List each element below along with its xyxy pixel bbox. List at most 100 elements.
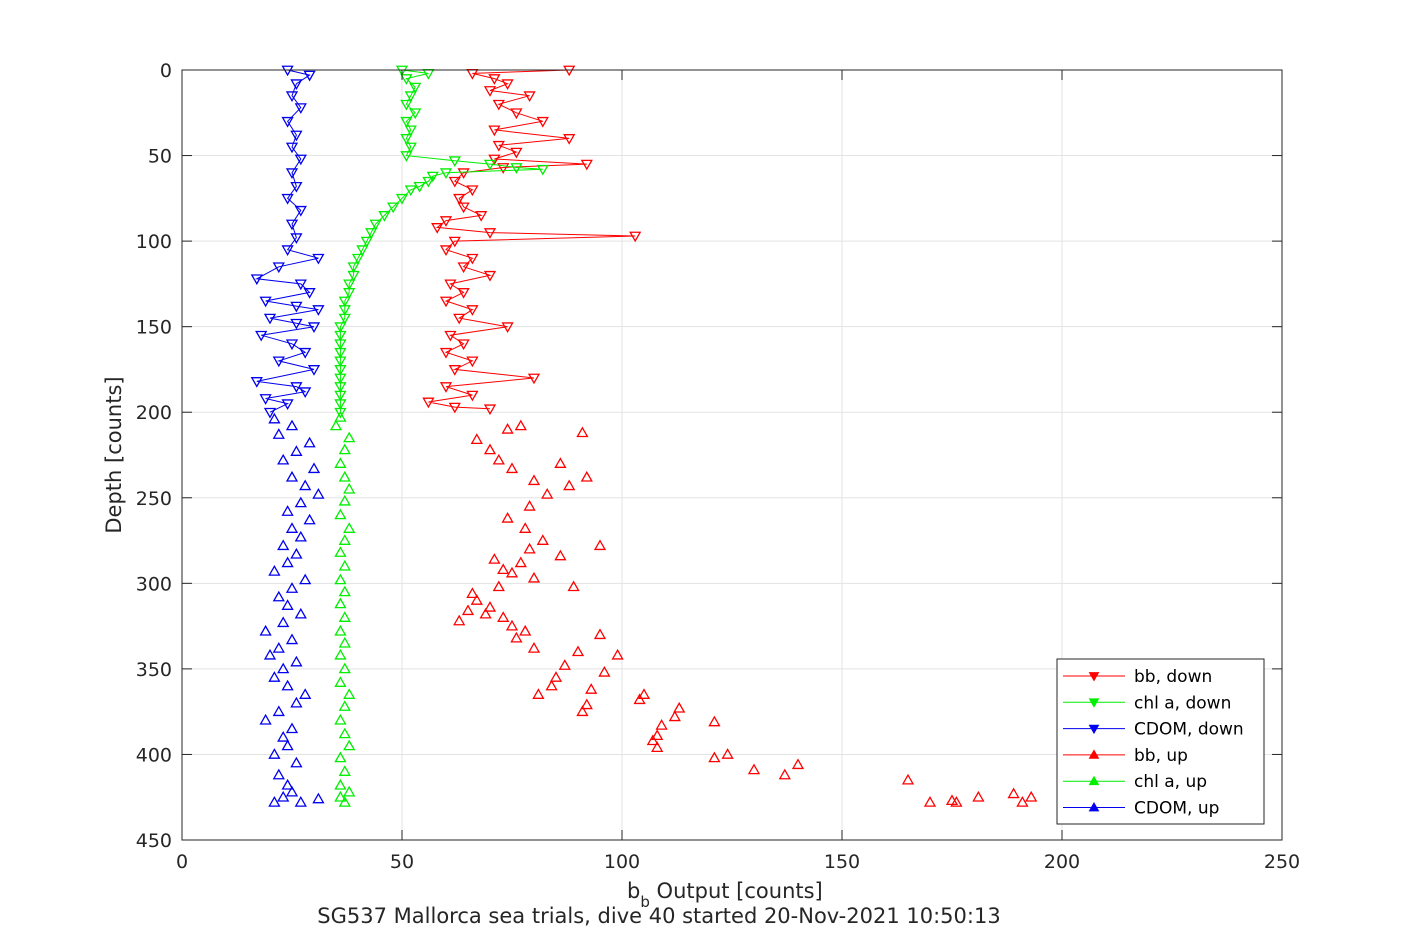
data-point [334, 676, 347, 687]
data-point [294, 796, 307, 807]
legend-label: bb, down [1134, 667, 1212, 687]
data-point [334, 778, 347, 790]
data-point [523, 91, 536, 102]
data-point [466, 253, 479, 265]
data-point [343, 522, 356, 533]
data-point [400, 116, 413, 128]
data-point [461, 604, 475, 616]
data-point [277, 731, 290, 742]
data-point [497, 611, 510, 622]
data-point [567, 580, 580, 592]
y-axis-title: Depth [counts] [102, 376, 126, 533]
legend-item-bb-up: bb, up [1063, 746, 1188, 766]
data-point [439, 168, 453, 179]
data-point [527, 373, 541, 385]
data-point [334, 347, 347, 359]
data-point [268, 671, 281, 682]
x-tick-label: 150 [824, 851, 860, 873]
data-point [1007, 787, 1020, 799]
y-tick-label: 300 [136, 573, 172, 595]
legend-item-chl-a-up: chl a, up [1063, 772, 1207, 792]
x-tick-label: 200 [1044, 851, 1080, 873]
data-point [338, 611, 351, 622]
data-point [290, 655, 303, 667]
data-point [488, 154, 501, 166]
data-point [259, 296, 272, 308]
data-point [356, 245, 369, 256]
data-point [334, 546, 347, 557]
data-point [299, 573, 312, 585]
data-point [334, 597, 347, 609]
x-axis-title: bb Output [counts] [627, 879, 823, 911]
data-point [519, 522, 532, 533]
data-point [483, 404, 497, 416]
data-point [312, 488, 325, 499]
data-point [259, 624, 272, 636]
x-tick-label: 0 [176, 851, 188, 873]
data-point [303, 436, 316, 448]
data-point [334, 365, 347, 376]
data-point [501, 322, 514, 333]
data-point [404, 142, 417, 154]
legend-marker [1088, 698, 1100, 708]
data-point [580, 159, 593, 171]
data-point [290, 547, 303, 559]
data-point [611, 648, 624, 660]
data-point [554, 457, 567, 468]
y-tick-label: 150 [136, 317, 172, 339]
data-point [334, 790, 347, 802]
data-point [457, 339, 470, 351]
data-point [404, 185, 417, 197]
data-point [272, 705, 285, 717]
data-point [637, 688, 651, 699]
data-point [563, 65, 576, 77]
data-point [290, 233, 303, 244]
data-point [334, 356, 347, 368]
data-point [409, 108, 422, 120]
data-point [483, 270, 497, 282]
data-point [404, 91, 417, 102]
legend: bb, down chl a, down CDOM, down bb, up chl a… [1056, 658, 1265, 825]
series-cdom-up [259, 412, 325, 807]
data-point [281, 778, 294, 790]
data-point [334, 322, 347, 333]
data-point [334, 508, 347, 520]
data-point [444, 330, 457, 342]
data-point [334, 390, 347, 402]
data-point [294, 154, 307, 166]
data-point [571, 645, 585, 657]
data-point [338, 662, 351, 674]
data-point [285, 522, 299, 533]
legend-item-cdom-up: CDOM, up [1063, 799, 1219, 819]
data-point [281, 739, 294, 751]
x-axis-title-rest: Output [counts] [650, 879, 823, 903]
data-point [527, 642, 541, 653]
x-tick-label: 50 [390, 851, 414, 873]
data-point [466, 587, 479, 598]
data-point [334, 573, 347, 585]
data-point [466, 305, 479, 316]
data-point [470, 594, 483, 605]
data-point [492, 99, 505, 111]
data-point [334, 713, 347, 725]
data-point [268, 748, 281, 759]
data-point [563, 479, 576, 491]
y-tick-label: 200 [136, 402, 172, 424]
data-point [277, 616, 290, 628]
data-point [334, 648, 347, 660]
data-point [483, 159, 497, 171]
data-point [721, 748, 734, 759]
data-point [277, 790, 290, 802]
data-point [501, 512, 514, 523]
series-line-chl-a-down [339, 69, 543, 413]
data-point [558, 659, 571, 670]
data-point [281, 116, 294, 128]
y-tick-label: 350 [136, 659, 172, 681]
data-point [338, 313, 351, 325]
data-point [290, 301, 303, 313]
data-point [255, 330, 268, 342]
data-point [290, 79, 303, 90]
data-point [514, 556, 527, 568]
data-point [250, 274, 263, 286]
data-point [448, 236, 461, 248]
